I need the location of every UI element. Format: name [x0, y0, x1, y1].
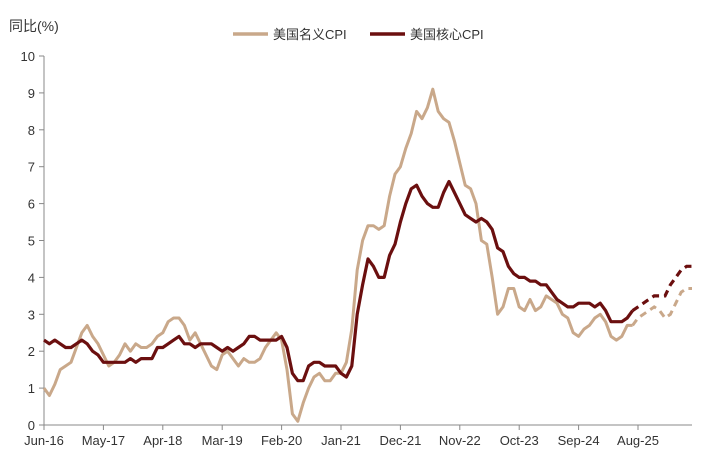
- axes: 0 1 2 3 4 5 6 7 8 9 10 Jun-16 May-17 Apr-18 Mar-19 Feb-…: [21, 49, 692, 448]
- legend-label-core-cpi: 美国核心CPI: [410, 27, 484, 42]
- y-tick-label: 1: [28, 381, 35, 396]
- series-layer: [42, 87, 692, 423]
- x-tick-label: Apr-18: [143, 433, 182, 448]
- legend: 美国名义CPI 美国核心CPI: [233, 27, 484, 42]
- x-tick-label: Nov-22: [439, 433, 481, 448]
- y-tick-label: 2: [28, 344, 35, 359]
- y-tick-label: 3: [28, 307, 35, 322]
- x-tick-label: Oct-23: [500, 433, 539, 448]
- y-tick-label: 0: [28, 418, 35, 433]
- y-tick-label: 8: [28, 123, 35, 138]
- y-tick-label: 10: [21, 49, 35, 64]
- series-forecast-nominal-cpi: [631, 287, 692, 327]
- legend-label-nominal-cpi: 美国名义CPI: [273, 27, 347, 42]
- y-tick-label: 9: [28, 86, 35, 101]
- y-tick-label: 4: [28, 270, 35, 285]
- series-line-nominal-cpi: [42, 87, 633, 423]
- series-forecast-core-cpi: [631, 264, 692, 312]
- x-tick-label: May-17: [82, 433, 125, 448]
- y-tick-label: 6: [28, 197, 35, 212]
- y-tick-label: 5: [28, 234, 35, 249]
- x-tick-label: Dec-21: [379, 433, 421, 448]
- y-axis-label: 同比(%): [9, 18, 59, 34]
- series-line-core-cpi: [43, 179, 634, 383]
- x-tick-label: Sep-24: [558, 433, 600, 448]
- x-tick-label: Aug-25: [617, 433, 659, 448]
- y-tick-label: 7: [28, 160, 35, 175]
- x-tick-label: Feb-20: [261, 433, 302, 448]
- x-tick-label: Jan-21: [321, 433, 361, 448]
- x-tick-label: Mar-19: [202, 433, 243, 448]
- x-tick-label: Jun-16: [24, 433, 64, 448]
